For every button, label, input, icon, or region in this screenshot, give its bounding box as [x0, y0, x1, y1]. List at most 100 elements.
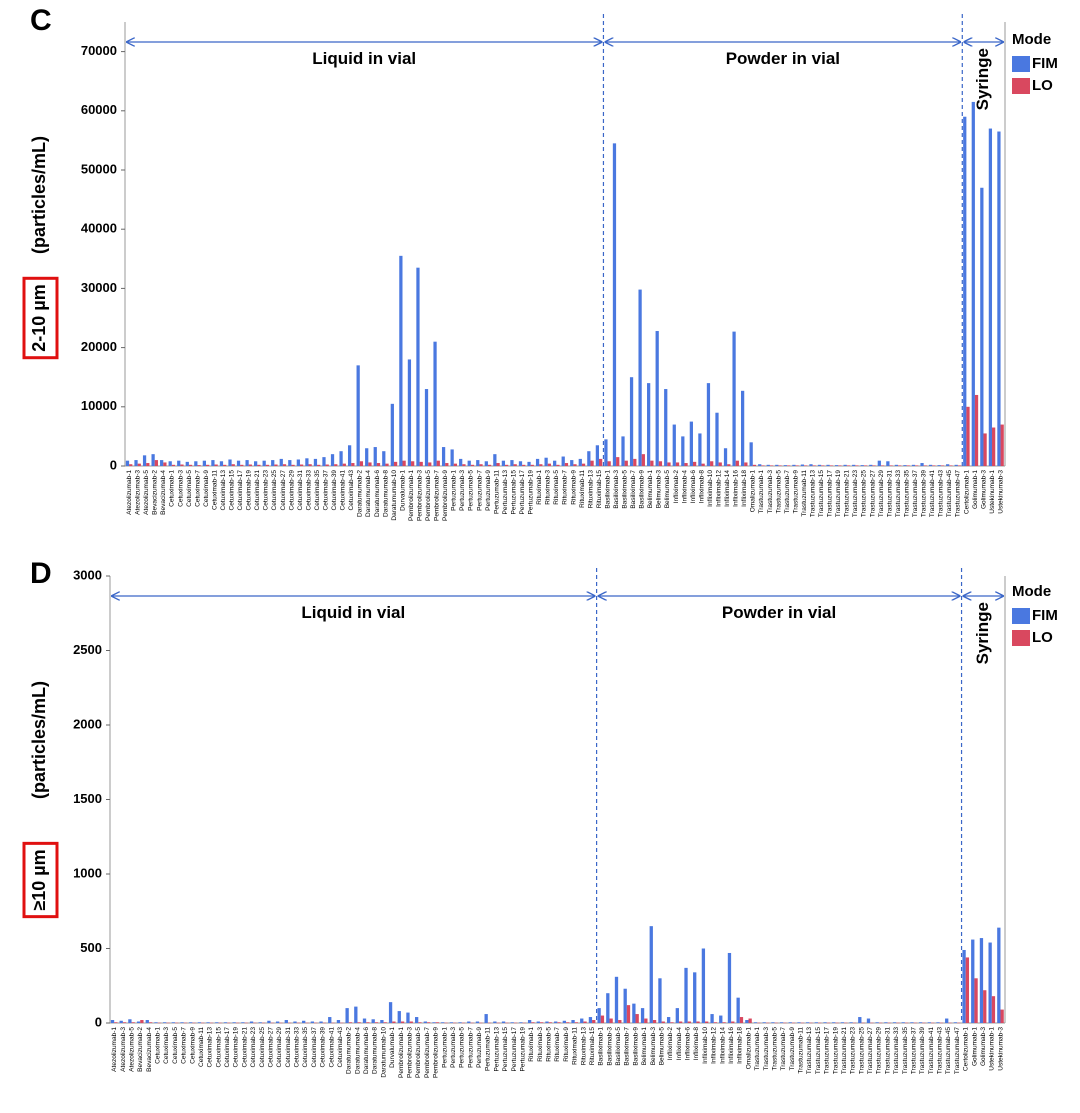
bar [774, 1022, 778, 1024]
bar [937, 465, 941, 466]
bar [163, 1022, 167, 1023]
bar [681, 436, 685, 466]
bar [664, 389, 668, 466]
bar [884, 1022, 888, 1023]
x-tick-label: Cetuximab-5 [172, 1027, 179, 1064]
bar [626, 1005, 631, 1023]
bar [607, 461, 611, 466]
x-tick-label: Trastuzumab-21 [844, 470, 851, 517]
y-tick-label: 2000 [73, 716, 102, 731]
bar [189, 1022, 193, 1023]
bar [913, 1022, 917, 1024]
x-tick-label: Daratumumab-10 [391, 470, 398, 521]
x-tick-label: Rituximab-11 [579, 470, 586, 508]
bar [340, 1022, 344, 1024]
y-tick-label: 40000 [81, 221, 117, 236]
x-tick-label: Rituximab-3 [537, 1027, 544, 1062]
bar [314, 1022, 318, 1024]
bar [151, 454, 155, 466]
x-tick-label: Pembrolizumab-7 [434, 470, 441, 521]
x-tick-label: Cetuximab-37 [322, 470, 329, 511]
bar [766, 464, 770, 466]
bar [461, 1022, 466, 1024]
bar [701, 948, 706, 1023]
x-tick-label: Trastuzumab-45 [946, 470, 953, 517]
x-tick-label: Trastuzumab-43 [937, 1027, 944, 1074]
x-tick-label: Basiliximab-9 [639, 470, 646, 509]
bar [296, 1022, 300, 1024]
x-tick-label: Belimumab-1 [641, 1027, 648, 1066]
bar [134, 460, 138, 466]
x-tick-label: Cetuximab-31 [285, 1027, 292, 1068]
x-tick-label: Trastuzumab-7 [780, 1027, 787, 1071]
bar [684, 967, 688, 1023]
x-tick-label: Trastuzumab-29 [876, 1027, 883, 1074]
bar [453, 463, 458, 466]
bar [336, 1020, 341, 1023]
bar [527, 461, 531, 466]
x-tick-label: Trastuzumab-29 [878, 470, 885, 517]
x-tick-label: Infliximab-18 [737, 1027, 744, 1064]
x-tick-label: Pertuzumab-7 [476, 470, 483, 511]
bar [612, 143, 617, 467]
bar [328, 1017, 332, 1023]
bar [940, 465, 944, 466]
x-tick-label: Cetuximab-1 [155, 1027, 162, 1064]
x-tick-label: Trastuzumab-35 [903, 470, 910, 517]
x-tick-label: Trastuzumab-47 [955, 470, 962, 517]
x-tick-label: Trastuzumab-3 [763, 1027, 770, 1071]
bar [414, 1017, 419, 1023]
x-tick-label: Trastuzumab-31 [884, 1027, 891, 1074]
bar [373, 447, 377, 466]
bar [647, 383, 651, 466]
bar [330, 454, 335, 466]
bar [383, 1022, 387, 1023]
bar [946, 464, 950, 466]
bar [553, 460, 557, 466]
bar [779, 1022, 784, 1023]
x-tick-label: Trastuzumab-13 [806, 1027, 813, 1074]
bar [470, 1022, 474, 1024]
bar [231, 464, 235, 466]
bar [911, 464, 916, 466]
x-tick-label: Trastuzumab-3 [767, 470, 774, 514]
bar [752, 464, 757, 466]
bar [287, 1022, 292, 1024]
y-tick-label: 1500 [73, 791, 102, 806]
bar [365, 448, 369, 466]
x-tick-label: Pembrolizumab-1 [408, 470, 415, 521]
bar [556, 464, 560, 466]
bar [317, 464, 321, 466]
bar [650, 460, 654, 466]
x-tick-label: Cetuximab-23 [250, 1027, 257, 1068]
x-tick-label: Ustekinumab-3 [997, 1027, 1004, 1071]
bar [979, 938, 984, 1023]
x-tick-label: Trastuzumab-27 [869, 470, 876, 517]
bar [322, 457, 326, 466]
bar [832, 1022, 836, 1023]
bar [487, 1022, 492, 1024]
bar [202, 460, 206, 466]
x-tick-label: Cetuximab-9 [189, 1027, 196, 1064]
x-tick-label: Rituximab-7 [554, 1027, 561, 1062]
bar [192, 1022, 196, 1024]
bar [823, 1022, 827, 1023]
bar [539, 464, 543, 466]
x-tick-label: Daratumumab-8 [382, 470, 389, 517]
legend-label: LO [1032, 77, 1053, 94]
bar [719, 1015, 723, 1023]
bar [892, 1022, 897, 1023]
bar [838, 465, 842, 466]
bar [821, 465, 825, 466]
bar [783, 1022, 787, 1024]
bar [633, 458, 637, 466]
x-tick-label: Basiliximab-1 [598, 1027, 605, 1066]
bar [818, 1022, 822, 1024]
bar [470, 464, 475, 466]
bar [265, 464, 270, 466]
x-tick-label: Ustekinumab-1 [989, 470, 996, 514]
x-tick-label: Belimumab-1 [647, 470, 654, 509]
bar [817, 464, 822, 466]
bar [357, 1022, 361, 1023]
x-tick-label: Infliximab-4 [681, 470, 688, 504]
